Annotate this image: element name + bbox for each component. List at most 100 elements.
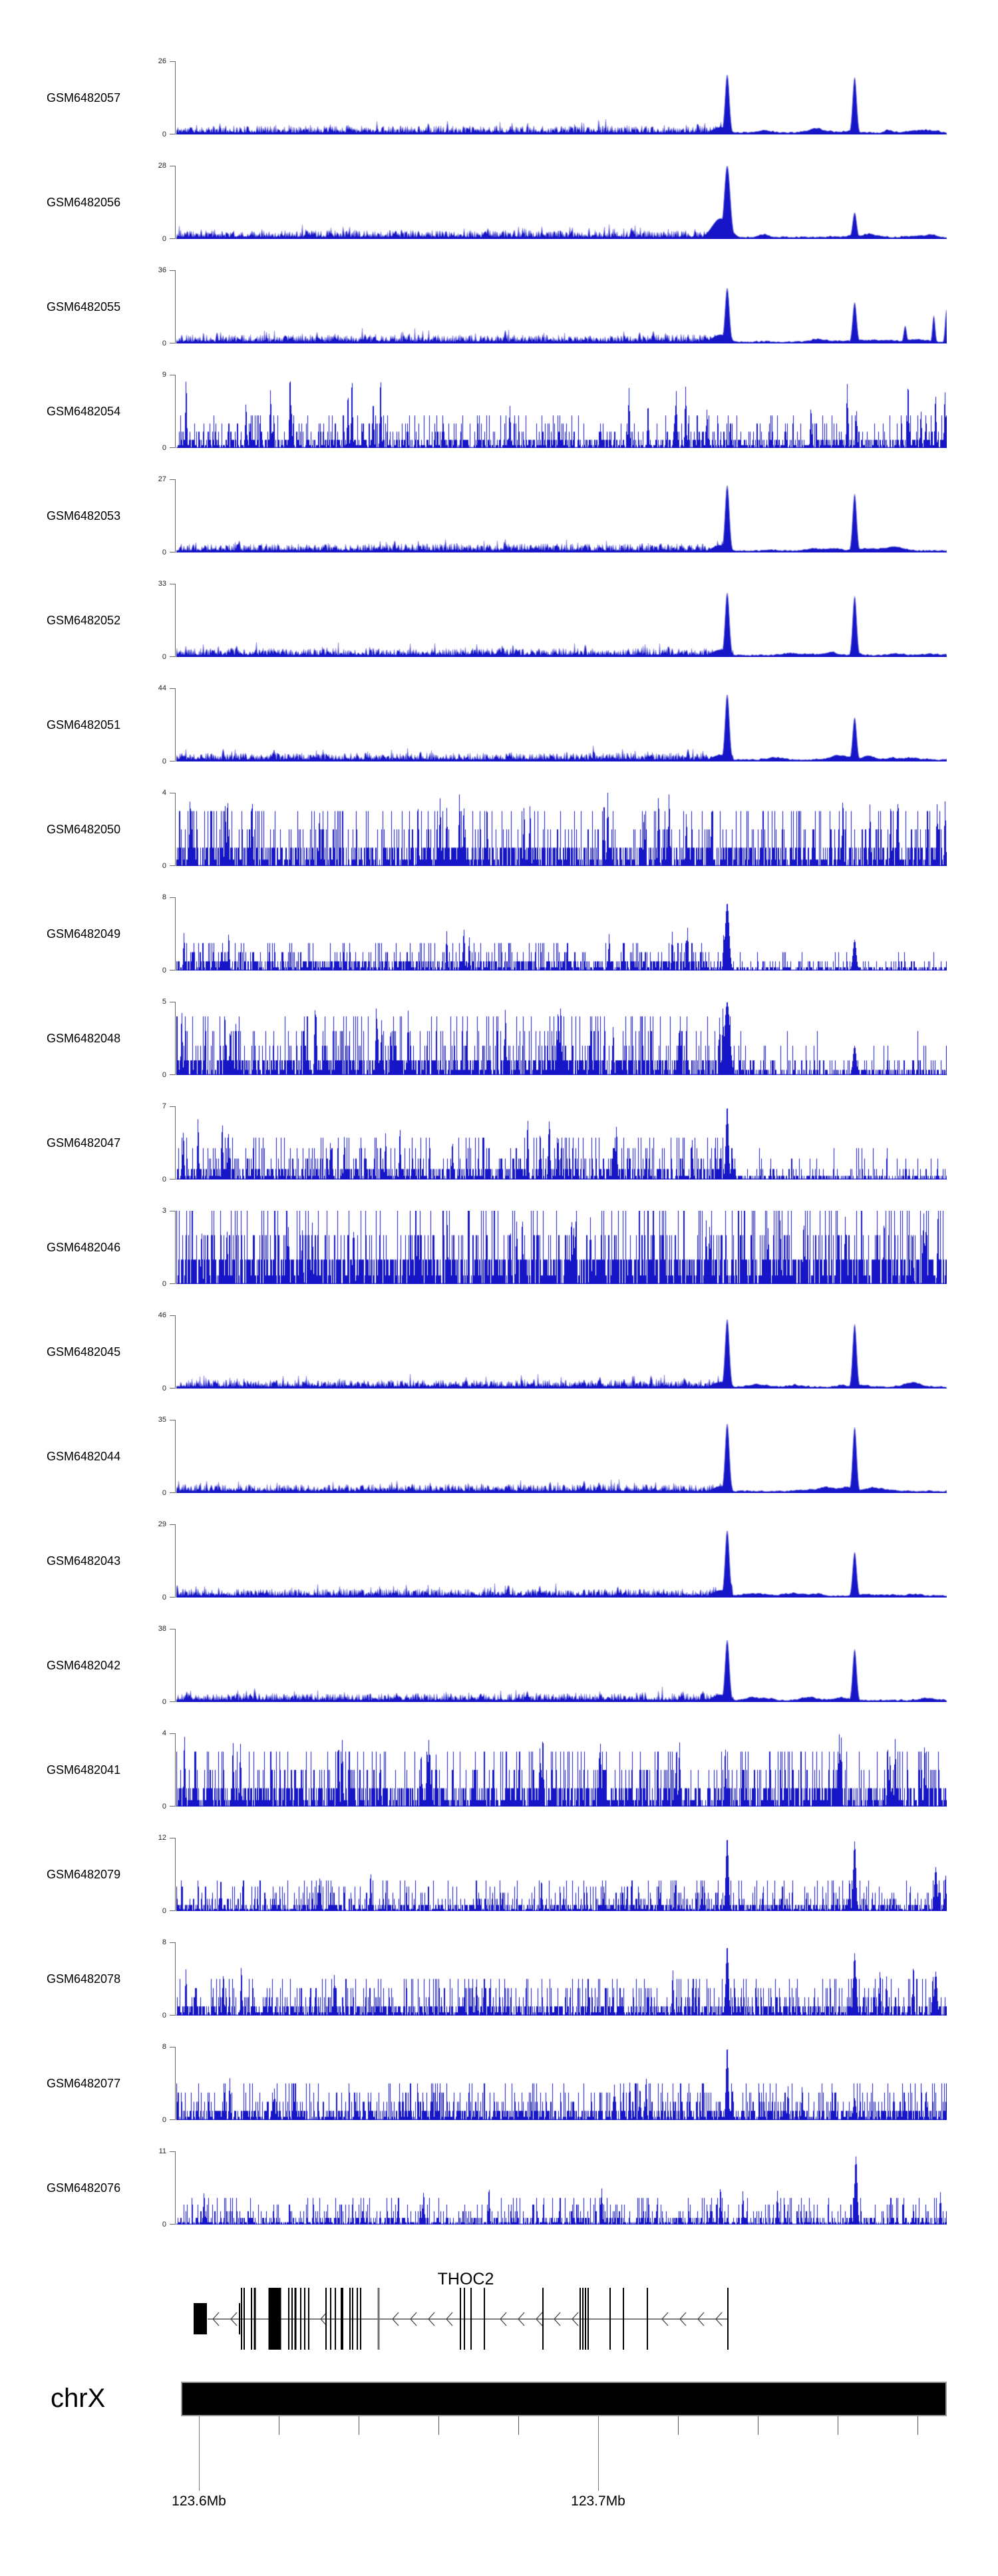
gene-exon <box>349 2288 351 2350</box>
gene-exon <box>623 2288 624 2350</box>
track-yzero-label: 0 <box>162 1385 166 1393</box>
gene-exon <box>647 2288 648 2350</box>
y-axis-bracket <box>170 793 176 866</box>
gene-exon <box>460 2288 462 2350</box>
y-axis-bracket <box>170 1106 176 1180</box>
track-ymax-label: 9 <box>162 371 166 379</box>
track-yzero-label: 0 <box>162 1071 166 1079</box>
gene-exon <box>308 2288 310 2350</box>
track-ymax-label: 5 <box>162 998 166 1006</box>
y-axis-bracket <box>170 479 176 552</box>
gene-exon <box>304 2288 306 2350</box>
gene-exon <box>294 2288 297 2350</box>
gene-exon <box>244 2288 245 2350</box>
track-label: GSM6482055 <box>47 300 121 314</box>
track-ymax-label: 29 <box>158 1520 166 1528</box>
coverage-signal <box>176 61 947 134</box>
track-label: GSM6482076 <box>47 2181 121 2195</box>
coverage-signal <box>176 479 947 552</box>
y-axis-bracket <box>170 270 176 343</box>
track-ymax-label: 3 <box>162 1207 166 1215</box>
track-ymax-label: 8 <box>162 2043 166 2051</box>
track-yzero-label: 0 <box>162 548 166 556</box>
gene-exon <box>580 2288 582 2350</box>
track-label: GSM6482057 <box>47 91 121 105</box>
chromosome-ideogram <box>181 2382 947 2416</box>
minus-strand-arrow <box>554 2312 561 2326</box>
gene-exon <box>357 2288 359 2350</box>
y-axis-bracket <box>170 1838 176 1911</box>
axis-tick-minor <box>917 2416 919 2435</box>
track-label: GSM6482042 <box>47 1659 121 1672</box>
coverage-signal <box>176 1002 947 1075</box>
gene-exon <box>325 2288 327 2350</box>
gene-exon <box>300 2288 302 2350</box>
gene-exon <box>194 2303 207 2334</box>
coverage-signal <box>176 1629 947 1702</box>
track-label: GSM6482051 <box>47 718 121 732</box>
gene-exon <box>288 2288 290 2350</box>
gene-exon <box>291 2288 293 2350</box>
gene-exon <box>360 2288 362 2350</box>
coverage-signal <box>176 1211 947 1284</box>
track-label: GSM6482078 <box>47 1972 121 1986</box>
coverage-signal <box>176 1733 947 1807</box>
coverage-signal <box>176 584 947 657</box>
track-yzero-label: 0 <box>162 2012 166 2020</box>
minus-strand-arrow <box>428 2312 435 2326</box>
track-yzero-label: 0 <box>162 1698 166 1706</box>
minus-strand-arrow <box>212 2312 220 2326</box>
gene-exon <box>330 2288 332 2350</box>
track-ymax-label: 4 <box>162 789 166 797</box>
track-yzero-label: 0 <box>162 1803 166 1811</box>
minus-strand-arrow <box>572 2312 579 2326</box>
minus-strand-arrow <box>536 2312 543 2326</box>
track-yzero-label: 0 <box>162 2116 166 2124</box>
track-yzero-label: 0 <box>162 757 166 765</box>
track-yzero-label: 0 <box>162 966 166 974</box>
axis-tick-minor <box>438 2416 440 2435</box>
gene-exon <box>484 2288 486 2350</box>
coverage-signal <box>176 793 947 866</box>
track-label: GSM6482044 <box>47 1450 121 1463</box>
coverage-signal <box>176 1315 947 1389</box>
gene-exon <box>582 2288 584 2350</box>
track-label: GSM6482054 <box>47 405 121 418</box>
track-ymax-label: 8 <box>162 893 166 901</box>
track-yzero-label: 0 <box>162 444 166 452</box>
minus-strand-arrow <box>392 2312 399 2326</box>
y-axis-bracket <box>170 2151 176 2225</box>
y-axis-bracket <box>170 1002 176 1075</box>
minus-strand-arrow <box>697 2312 705 2326</box>
axis-tick-minor <box>678 2416 679 2435</box>
coverage-signal <box>176 2047 947 2120</box>
track-yzero-label: 0 <box>162 1280 166 1288</box>
coverage-signal <box>176 1420 947 1493</box>
y-axis-bracket <box>170 1420 176 1493</box>
gene-exon <box>470 2288 472 2350</box>
track-ymax-label: 11 <box>158 2147 166 2155</box>
track-label: GSM6482048 <box>47 1032 121 1045</box>
track-label: GSM6482053 <box>47 509 121 523</box>
track-ymax-label: 26 <box>158 57 166 65</box>
track-yzero-label: 0 <box>162 1594 166 1602</box>
track-label: GSM6482043 <box>47 1554 121 1568</box>
gene-exon <box>727 2288 729 2350</box>
track-yzero-label: 0 <box>162 339 166 347</box>
track-ymax-label: 4 <box>162 1729 166 1737</box>
gene-exon <box>268 2288 281 2350</box>
minus-strand-arrow <box>446 2312 453 2326</box>
gene-exon <box>335 2288 337 2350</box>
track-label: GSM6482056 <box>47 196 121 209</box>
gene-exon <box>253 2288 256 2350</box>
coverage-signal <box>176 166 947 239</box>
axis-label-right: 123.7Mb <box>571 2493 625 2509</box>
track-yzero-label: 0 <box>162 1176 166 1183</box>
minus-strand-arrow <box>715 2312 723 2326</box>
track-ymax-label: 46 <box>158 1311 166 1319</box>
gene-exon <box>241 2288 243 2350</box>
track-yzero-label: 0 <box>162 1489 166 1497</box>
gene-exon <box>239 2303 241 2334</box>
y-axis-bracket <box>170 61 176 134</box>
